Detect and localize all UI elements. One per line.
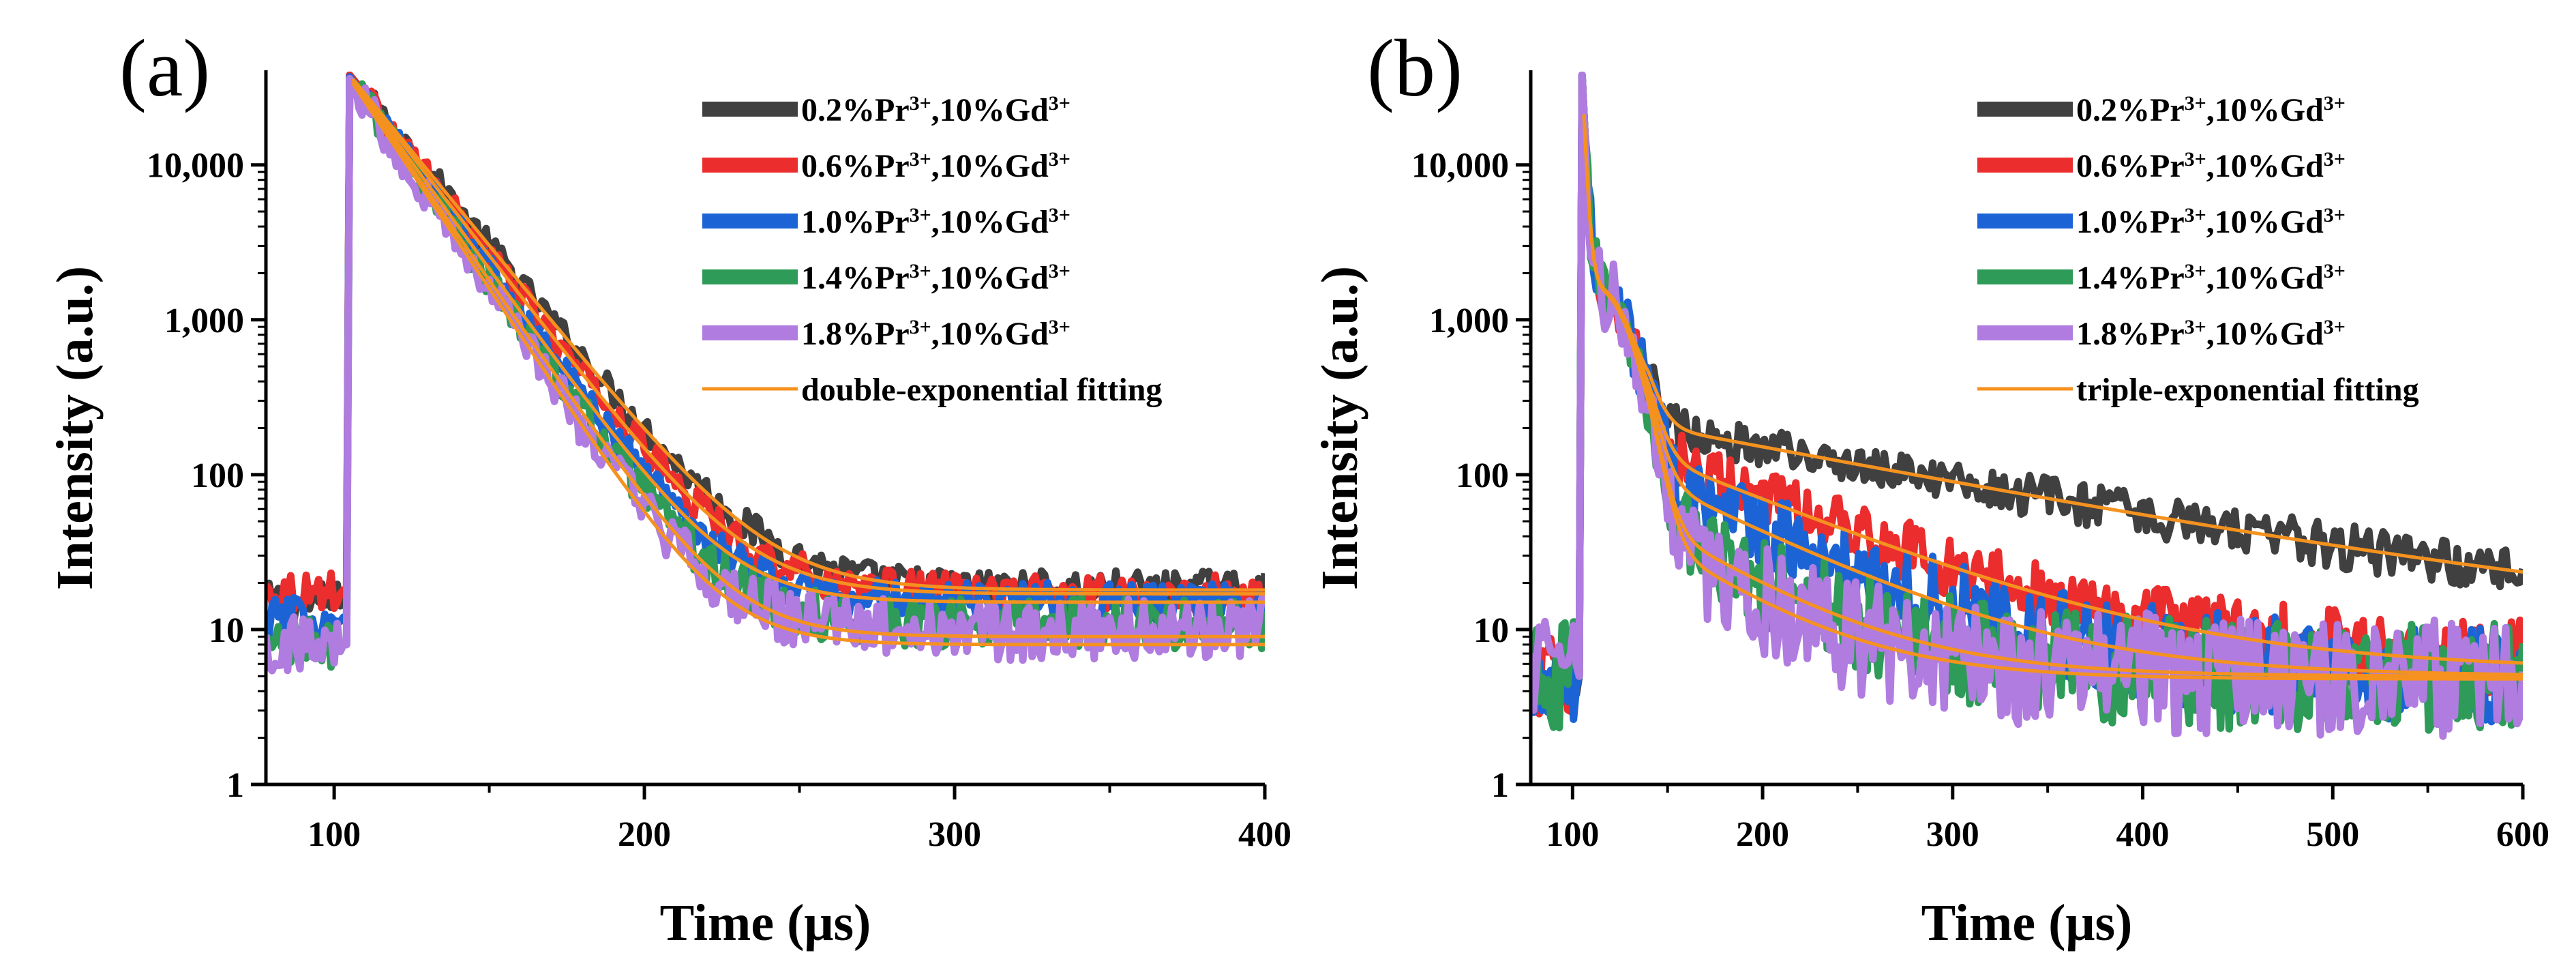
legend-label-5: 1.8%Pr3+,10%Gd3+ <box>801 316 1070 353</box>
legend: 0.2%Pr3+,10%Gd3+ 0.6%Pr3+,10%Gd3+ 1.0%Pr3+… <box>1977 92 2419 408</box>
x-tick-label: 500 <box>2306 815 2359 854</box>
y-tick-label: 10 <box>209 611 244 650</box>
panel-label: (a) <box>119 23 210 113</box>
x-tick-label: 100 <box>308 815 361 854</box>
fit-line-2 <box>351 78 1265 596</box>
fit-line-1 <box>351 78 1265 592</box>
legend-label-4: 1.4%Pr3+,10%Gd3+ <box>801 260 1070 297</box>
x-tick-label: 200 <box>618 815 671 854</box>
fit-line-3 <box>1582 114 2523 677</box>
legend-fit-label: triple-exponential fitting <box>2076 372 2419 408</box>
series-group <box>1531 72 2523 740</box>
legend-label-2: 0.6%Pr3+,10%Gd3+ <box>801 148 1070 185</box>
series-group <box>266 72 1265 675</box>
x-axis-title: Time (μs) <box>660 894 871 952</box>
legend-label-1: 0.2%Pr3+,10%Gd3+ <box>801 92 1070 129</box>
x-tick-label: 400 <box>1238 815 1291 854</box>
x-tick-label: 400 <box>2116 815 2170 854</box>
fit-line-5 <box>1582 114 2523 681</box>
y-axis-title: Intensity (a.u.) <box>46 266 104 590</box>
y-tick-label: 100 <box>191 456 244 495</box>
x-axis-title: Time (μs) <box>1921 894 2133 952</box>
y-tick-label: 100 <box>1456 456 1509 495</box>
legend-label-3: 1.0%Pr3+,10%Gd3+ <box>801 204 1070 241</box>
x-tick-label: 300 <box>1926 815 1979 854</box>
legend-label-1: 0.2%Pr3+,10%Gd3+ <box>2076 92 2346 129</box>
x-tick-label: 600 <box>2496 815 2549 854</box>
legend-label-3: 1.0%Pr3+,10%Gd3+ <box>2076 204 2346 241</box>
y-tick-label: 1 <box>226 766 244 805</box>
fit-line-3 <box>351 80 1265 604</box>
fit-line-4 <box>351 82 1265 638</box>
y-axis-title: Intensity (a.u.) <box>1311 266 1368 590</box>
x-tick-label: 100 <box>1546 815 1599 854</box>
y-tick-label: 1,000 <box>164 302 244 340</box>
legend: 0.2%Pr3+,10%Gd3+ 0.6%Pr3+,10%Gd3+ 1.0%Pr3+… <box>702 92 1162 408</box>
fit-line-1 <box>1582 114 2523 574</box>
fit-line-2 <box>1582 114 2523 665</box>
legend-label-2: 0.6%Pr3+,10%Gd3+ <box>2076 148 2346 185</box>
legend-label-4: 1.4%Pr3+,10%Gd3+ <box>2076 260 2346 297</box>
legend-fit-label: double-exponential fitting <box>801 372 1162 408</box>
x-tick-label: 200 <box>1736 815 1789 854</box>
chart-panel-b: (b) 100 200 300 400 500 600 1 10 100 1,000 10,000 Ti… <box>1311 23 2549 952</box>
y-tick-label: 10,000 <box>147 147 244 186</box>
legend-label-5: 1.8%Pr3+,10%Gd3+ <box>2076 316 2346 353</box>
y-tick-label: 10 <box>1473 611 1509 650</box>
fit-line-5 <box>351 82 1265 647</box>
panel-label: (b) <box>1367 23 1463 113</box>
series-line-1 <box>1531 72 2523 706</box>
y-tick-label: 1 <box>1491 766 1509 805</box>
series-line-5 <box>1531 72 2523 740</box>
chart-panel-a: (a) 100 200 300 400 1 10 100 1,000 10,000 Time (μs… <box>46 23 1291 952</box>
y-tick-label: 1,000 <box>1429 302 1509 340</box>
fit-line-4 <box>1582 114 2523 678</box>
x-tick-label: 300 <box>928 815 981 854</box>
y-tick-label: 10,000 <box>1411 147 1509 186</box>
